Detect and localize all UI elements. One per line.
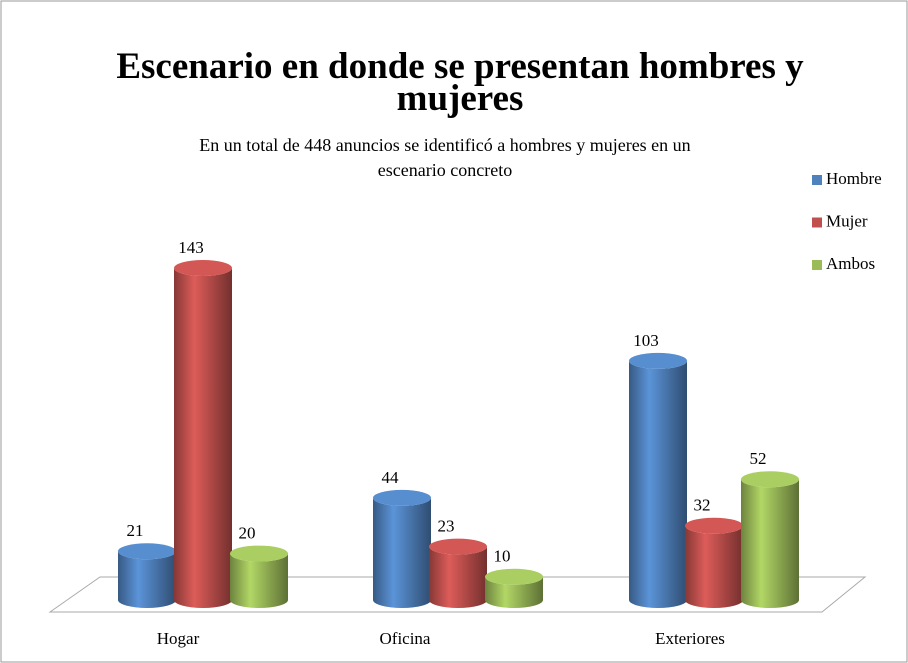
data-label: 103 <box>633 331 659 350</box>
bar <box>685 525 743 608</box>
legend-label: Ambos <box>826 254 875 273</box>
data-label: 23 <box>438 517 455 536</box>
legend-swatch <box>812 260 822 270</box>
bar-top <box>174 260 232 276</box>
bar <box>629 360 687 608</box>
data-label: 44 <box>382 468 400 487</box>
bar-top <box>230 545 288 562</box>
bar <box>741 479 799 608</box>
bar <box>485 576 543 608</box>
bar-top <box>429 538 487 555</box>
bar-top <box>373 489 431 506</box>
chart-subtitle: En un total de 448 anuncios se identific… <box>199 135 690 180</box>
data-label: 21 <box>127 521 144 540</box>
bar <box>429 546 487 608</box>
bar <box>174 268 232 608</box>
bar-top <box>741 471 799 488</box>
data-label: 10 <box>494 547 511 566</box>
data-label: 20 <box>239 523 256 542</box>
data-label: 52 <box>750 449 767 468</box>
bar-top <box>685 517 743 534</box>
legend-swatch <box>812 175 822 185</box>
bar-top <box>485 568 543 585</box>
legend-label: Mujer <box>826 211 868 230</box>
legend-swatch <box>812 217 822 228</box>
data-label: 143 <box>178 238 204 257</box>
x-tick-label: Exteriores <box>655 629 725 648</box>
x-tick-label: Oficina <box>380 629 431 648</box>
bar <box>118 551 176 608</box>
x-tick-label: Hogar <box>157 629 200 648</box>
bar-top <box>629 352 687 369</box>
bar <box>230 553 288 608</box>
legend-label: Hombre <box>826 169 882 188</box>
chart-title: Escenario en donde se presentan hombres … <box>116 46 804 119</box>
bar-top <box>118 543 176 560</box>
bar <box>373 497 431 608</box>
data-label: 32 <box>694 496 711 515</box>
